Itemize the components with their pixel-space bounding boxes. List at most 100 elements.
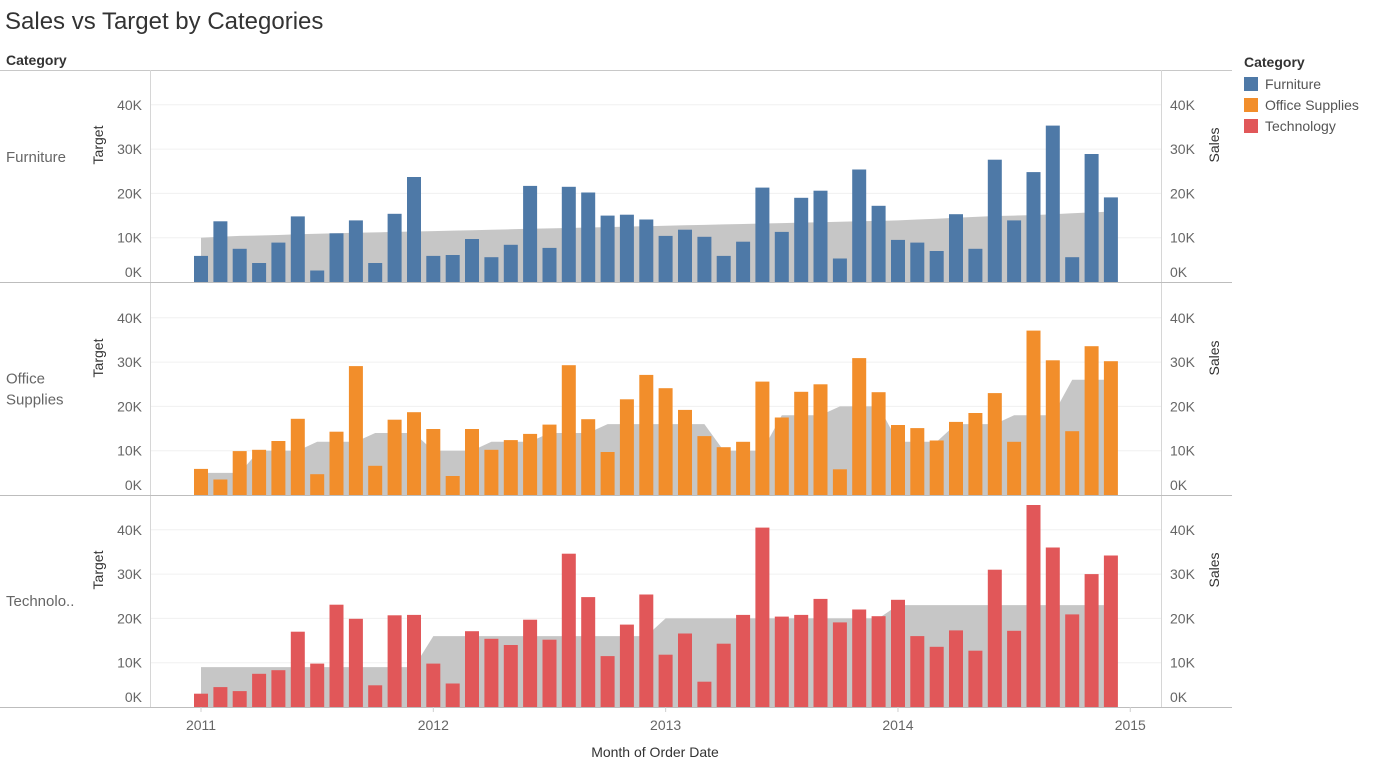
sales-bar-technology-2011-12[interactable] (407, 614, 421, 707)
sales-bar-office-supplies-2012-09[interactable] (581, 419, 596, 495)
sales-bar-furniture-2014-09[interactable] (1045, 125, 1060, 282)
sales-bar-technology-2013-02[interactable] (678, 633, 692, 708)
sales-bar-technology-2013-09[interactable] (813, 598, 828, 707)
sales-bar-furniture-2011-11[interactable] (387, 213, 402, 282)
sales-bar-furniture-2014-07[interactable] (1007, 220, 1022, 282)
sales-bar-technology-2013-07[interactable] (774, 616, 789, 707)
sales-bar-office-supplies-2014-04[interactable] (949, 421, 963, 495)
sales-bar-technology-2011-10[interactable] (368, 685, 383, 707)
sales-bar-office-supplies-2013-05[interactable] (736, 441, 751, 495)
sales-bar-office-supplies-2013-11[interactable] (852, 358, 867, 495)
sales-bar-office-supplies-2013-01[interactable] (658, 388, 673, 495)
sales-bar-furniture-2013-11[interactable] (852, 169, 867, 283)
sales-bar-technology-2013-05[interactable] (736, 614, 751, 707)
sales-bar-office-supplies-2011-10[interactable] (368, 465, 383, 495)
sales-bar-office-supplies-2012-07[interactable] (542, 424, 557, 495)
sales-bar-furniture-2011-06[interactable] (290, 216, 305, 282)
sales-bar-technology-2012-01[interactable] (426, 663, 441, 707)
sales-bar-office-supplies-2011-07[interactable] (310, 474, 325, 495)
legend-item-technology[interactable]: Technology (1244, 115, 1380, 136)
sales-bar-technology-2011-08[interactable] (329, 604, 344, 707)
sales-bar-office-supplies-2011-12[interactable] (407, 412, 421, 495)
sales-bar-furniture-2012-08[interactable] (561, 186, 576, 282)
sales-bar-office-supplies-2012-01[interactable] (426, 429, 441, 495)
sales-bar-office-supplies-2014-01[interactable] (891, 425, 905, 495)
sales-bar-furniture-2012-06[interactable] (523, 185, 538, 282)
sales-bar-furniture-2011-04[interactable] (252, 263, 267, 282)
sales-bar-furniture-2014-02[interactable] (910, 242, 925, 282)
sales-bar-office-supplies-2014-12[interactable] (1103, 361, 1118, 495)
sales-bar-technology-2011-07[interactable] (310, 663, 325, 707)
sales-bar-technology-2013-06[interactable] (755, 527, 770, 707)
sales-bar-furniture-2011-01[interactable] (194, 255, 208, 282)
sales-bar-technology-2014-04[interactable] (949, 630, 963, 707)
sales-bar-furniture-2013-09[interactable] (813, 190, 828, 282)
sales-bar-office-supplies-2012-03[interactable] (465, 429, 479, 495)
sales-bar-technology-2014-10[interactable] (1065, 614, 1080, 707)
sales-bar-office-supplies-2012-10[interactable] (600, 452, 615, 495)
sales-bar-furniture-2013-07[interactable] (774, 231, 789, 282)
sales-bar-office-supplies-2011-11[interactable] (387, 419, 402, 495)
legend-item-furniture[interactable]: Furniture (1244, 73, 1380, 94)
sales-bar-technology-2014-03[interactable] (929, 646, 944, 707)
sales-bar-office-supplies-2014-05[interactable] (968, 413, 983, 495)
sales-bar-office-supplies-2013-09[interactable] (813, 384, 828, 496)
sales-bar-furniture-2014-11[interactable] (1084, 154, 1099, 282)
sales-bar-technology-2014-08[interactable] (1026, 505, 1041, 707)
sales-bar-office-supplies-2011-05[interactable] (271, 441, 286, 495)
sales-bar-furniture-2011-02[interactable] (213, 221, 228, 282)
sales-bar-furniture-2013-08[interactable] (794, 197, 809, 282)
sales-bar-technology-2012-11[interactable] (619, 624, 634, 707)
sales-bar-office-supplies-2011-03[interactable] (232, 451, 247, 495)
sales-bar-technology-2013-12[interactable] (871, 616, 886, 707)
sales-bar-office-supplies-2014-11[interactable] (1084, 346, 1099, 495)
sales-bar-furniture-2014-12[interactable] (1103, 197, 1118, 282)
sales-bar-technology-2011-04[interactable] (252, 673, 267, 707)
sales-bar-furniture-2012-11[interactable] (619, 214, 634, 282)
sales-bar-furniture-2012-07[interactable] (542, 247, 557, 282)
sales-bar-furniture-2012-04[interactable] (484, 257, 499, 282)
sales-bar-office-supplies-2012-02[interactable] (445, 476, 460, 495)
sales-bar-furniture-2011-03[interactable] (232, 248, 247, 282)
sales-bar-furniture-2013-03[interactable] (697, 236, 712, 282)
sales-bar-technology-2014-09[interactable] (1045, 547, 1060, 708)
sales-bar-office-supplies-2014-07[interactable] (1007, 441, 1022, 495)
sales-bar-technology-2012-06[interactable] (523, 619, 538, 707)
sales-bar-office-supplies-2011-09[interactable] (348, 366, 363, 495)
sales-bar-furniture-2013-12[interactable] (871, 205, 886, 282)
sales-bar-furniture-2013-04[interactable] (716, 255, 731, 282)
sales-bar-office-supplies-2012-06[interactable] (523, 433, 538, 495)
sales-bar-office-supplies-2013-07[interactable] (774, 417, 789, 496)
sales-bar-office-supplies-2012-12[interactable] (639, 374, 654, 495)
sales-bar-furniture-2011-12[interactable] (407, 177, 421, 282)
sales-bar-technology-2011-09[interactable] (348, 618, 363, 707)
sales-bar-office-supplies-2012-04[interactable] (484, 449, 499, 495)
sales-bar-technology-2011-03[interactable] (232, 691, 247, 707)
sales-bar-technology-2012-05[interactable] (503, 645, 518, 707)
sales-bar-technology-2014-07[interactable] (1007, 630, 1022, 707)
sales-bar-furniture-2014-03[interactable] (929, 251, 944, 282)
sales-bar-office-supplies-2012-05[interactable] (503, 440, 518, 495)
sales-bar-furniture-2012-10[interactable] (600, 215, 615, 282)
sales-bar-office-supplies-2011-01[interactable] (194, 468, 208, 495)
sales-bar-furniture-2011-07[interactable] (310, 270, 325, 283)
sales-bar-technology-2011-05[interactable] (271, 670, 286, 707)
sales-bar-furniture-2012-09[interactable] (581, 192, 596, 283)
sales-bar-furniture-2013-10[interactable] (832, 258, 847, 283)
sales-bar-office-supplies-2011-02[interactable] (213, 479, 228, 496)
sales-bar-office-supplies-2014-10[interactable] (1065, 431, 1080, 495)
sales-bar-furniture-2014-04[interactable] (949, 214, 963, 282)
sales-bar-office-supplies-2012-11[interactable] (619, 399, 634, 495)
legend-item-office-supplies[interactable]: Office Supplies (1244, 94, 1380, 115)
sales-bar-office-supplies-2013-06[interactable] (755, 381, 770, 495)
sales-bar-furniture-2012-12[interactable] (639, 219, 654, 283)
sales-bar-office-supplies-2013-02[interactable] (678, 409, 692, 495)
sales-bar-furniture-2011-09[interactable] (348, 220, 363, 282)
sales-bar-office-supplies-2014-03[interactable] (929, 440, 944, 496)
sales-bar-office-supplies-2013-03[interactable] (697, 436, 712, 495)
sales-bar-office-supplies-2014-02[interactable] (910, 428, 925, 495)
sales-bar-technology-2012-12[interactable] (639, 594, 654, 708)
sales-bar-office-supplies-2013-10[interactable] (832, 469, 847, 495)
sales-bar-technology-2014-05[interactable] (968, 650, 983, 707)
sales-bar-office-supplies-2014-09[interactable] (1045, 360, 1060, 495)
